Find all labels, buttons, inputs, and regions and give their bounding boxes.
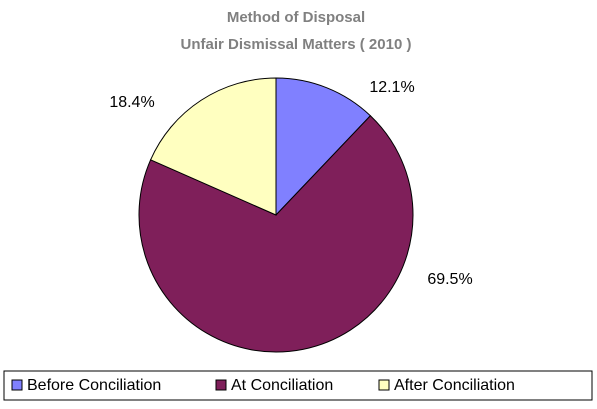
legend-swatch	[11, 379, 23, 391]
data-label: 18.4%	[109, 94, 154, 111]
data-label: 12.1%	[369, 79, 414, 96]
legend-swatch	[215, 379, 227, 391]
pie-slice	[275, 77, 372, 217]
pie-slice	[138, 115, 414, 353]
legend-label: After Conciliation	[394, 377, 515, 394]
chart-title: Method of Disposal	[227, 9, 365, 26]
legend-label: Before Conciliation	[27, 377, 161, 394]
legend-label: At Conciliation	[231, 377, 333, 394]
legend-box	[3, 370, 593, 401]
legend-swatch	[378, 379, 390, 391]
pie-slice	[149, 77, 277, 216]
data-label: 69.5%	[427, 271, 472, 288]
chart-title: Unfair Dismissal Matters ( 2010 )	[181, 36, 412, 53]
